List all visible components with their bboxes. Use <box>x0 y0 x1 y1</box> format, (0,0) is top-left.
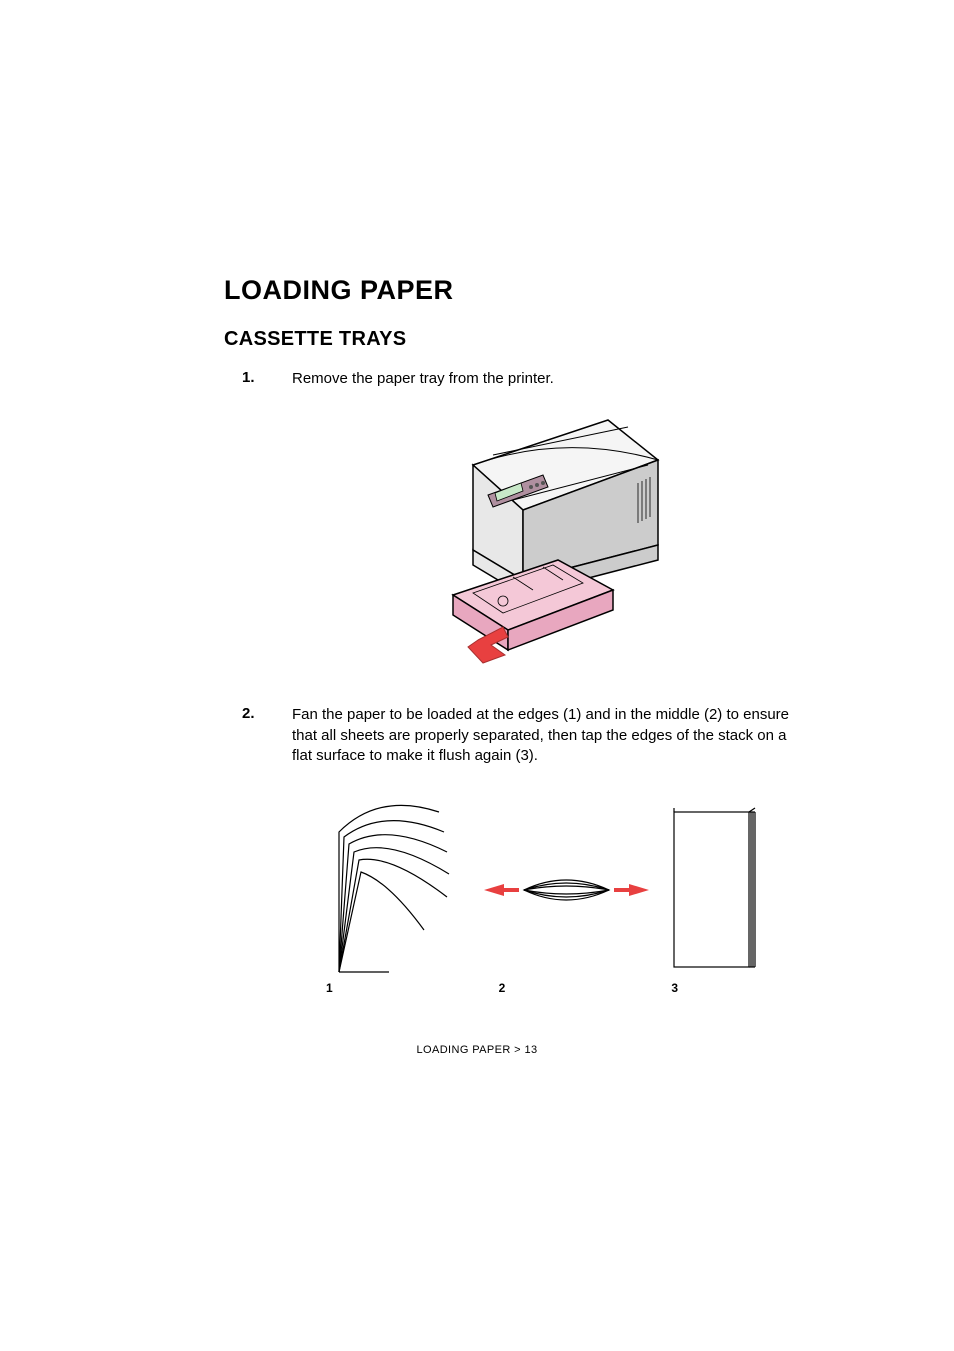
step-number: 2. <box>224 705 292 766</box>
section-title: CASSETTE TRAYS <box>224 328 804 351</box>
step-item: 2. Fan the paper to be loaded at the edg… <box>224 705 804 766</box>
document-page: LOADING PAPER CASSETTE TRAYS 1. Remove t… <box>0 0 954 1351</box>
step-number: 1. <box>224 369 292 389</box>
diagram-label: 2 <box>499 981 506 995</box>
diagram-label-row: 1 2 3 <box>284 981 714 995</box>
step-text: Remove the paper tray from the printer. <box>292 369 804 389</box>
page-footer: LOADING PAPER > 13 <box>0 1044 954 1056</box>
printer-illustration-icon <box>413 405 683 665</box>
figure-printer <box>292 405 804 665</box>
page-title: LOADING PAPER <box>224 275 804 306</box>
step-text: Fan the paper to be loaded at the edges … <box>292 705 804 766</box>
figure-fan-paper: 1 2 3 <box>284 782 804 995</box>
diagram-label: 1 <box>326 981 333 995</box>
step-item: 1. Remove the paper tray from the printe… <box>224 369 804 389</box>
diagram-label: 3 <box>671 981 678 995</box>
fan-paper-diagram-icon <box>329 782 759 977</box>
